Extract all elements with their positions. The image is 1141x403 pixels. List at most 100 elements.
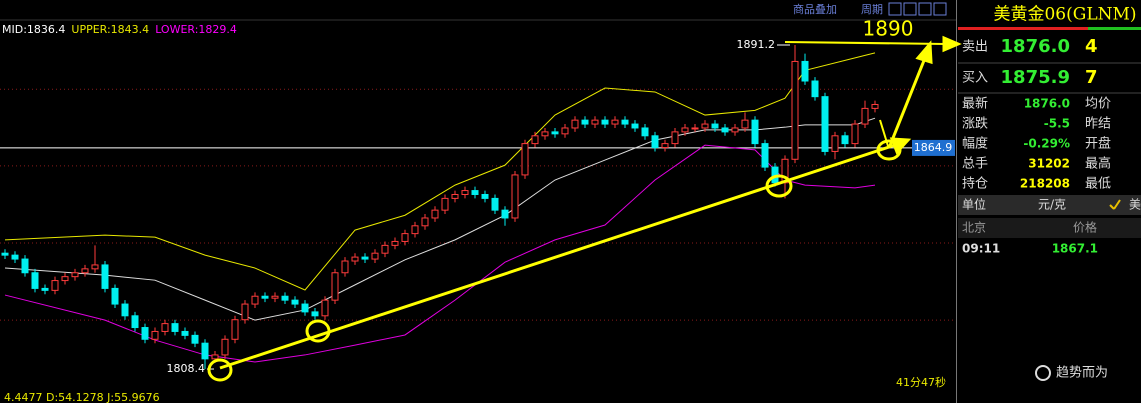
candle-body <box>141 327 149 340</box>
legend-entry: UPPER:1843.4 <box>71 23 149 36</box>
row-value: 218208 <box>1020 177 1070 191</box>
row-label: 最高 <box>1085 156 1111 172</box>
title-bar <box>958 27 1088 30</box>
candle-body <box>181 330 189 336</box>
icon[interactable] <box>903 2 917 16</box>
candle-body <box>681 127 689 133</box>
candle-body <box>221 338 229 356</box>
arrow <box>784 41 946 45</box>
ask-price: 1876.0 <box>1001 36 1070 57</box>
candle-body <box>261 295 269 299</box>
candle-body <box>211 354 219 360</box>
panel-title: 美黄金06(GLNM) <box>993 5 1136 25</box>
ask-volume: 4 <box>1085 36 1098 57</box>
check-icon[interactable] <box>1113 199 1121 210</box>
candle-body <box>31 272 39 289</box>
row-label: 最低 <box>1085 177 1111 192</box>
candle-body <box>601 119 609 125</box>
timer: 41分47秒 <box>896 375 946 389</box>
candle-body <box>641 127 649 137</box>
candle-body <box>831 135 839 152</box>
annotations <box>207 35 962 382</box>
candle-body <box>321 299 329 317</box>
candle-body <box>361 256 369 260</box>
row-label: 涨跌 <box>962 116 988 132</box>
circle <box>207 358 233 382</box>
candle-body <box>741 119 749 129</box>
icon[interactable] <box>933 2 947 16</box>
row-label: 持仓 <box>962 177 988 192</box>
watermark-text: 趋势而为 <box>1056 365 1108 381</box>
row-label: 最新 <box>962 96 988 112</box>
candle-body <box>721 127 729 133</box>
row-value: 1876.0 <box>1024 97 1070 111</box>
candle-body <box>71 272 79 278</box>
candle-body <box>491 197 499 211</box>
candle-body <box>461 190 469 195</box>
candle-body <box>271 295 279 299</box>
candle-body <box>511 174 519 219</box>
candle-body <box>131 315 139 329</box>
unit-row <box>958 195 1141 215</box>
bid-price: 1875.9 <box>1001 67 1070 88</box>
ask-label: 卖出 <box>962 40 988 55</box>
candle-body <box>851 123 859 145</box>
candle-body <box>711 123 719 129</box>
circle <box>305 319 331 343</box>
overlay-button[interactable]: 商品叠加 <box>793 2 837 16</box>
candle-body <box>521 143 529 176</box>
candle-body <box>371 252 379 260</box>
target-label: 1890 <box>863 17 914 41</box>
candle-body <box>281 295 289 301</box>
tick-time: 09:11 <box>962 242 1000 256</box>
row-label: 均价 <box>1085 97 1111 112</box>
arrow <box>887 57 927 149</box>
circle <box>765 174 793 198</box>
candle-body <box>331 272 339 301</box>
watermark: 趋势而为 <box>1035 365 1108 381</box>
last-price-label: 1864.9 <box>914 141 953 154</box>
candle-body <box>81 268 89 274</box>
unit-value: 元/克 <box>1038 198 1066 212</box>
candle-body <box>101 264 109 289</box>
candle-body <box>611 119 619 125</box>
candle-body <box>401 233 409 242</box>
arrow-head <box>942 35 962 53</box>
candle-body <box>551 131 559 135</box>
chart: MID:1836.4 UPPER:1843.4 LOWER:1829.4 1864.9… <box>0 23 956 375</box>
candle-body <box>161 323 169 332</box>
candle-body <box>811 80 819 98</box>
candle-body <box>91 264 99 270</box>
toolbar-icons[interactable] <box>888 2 947 16</box>
candle-body <box>231 319 239 340</box>
unit-option[interactable]: 美 <box>1129 198 1141 212</box>
row-label: 总手 <box>962 157 988 172</box>
candle-body <box>751 119 759 145</box>
candle-body <box>561 127 569 135</box>
candle-body <box>301 303 309 313</box>
candle-body <box>391 240 399 246</box>
last-price-box <box>912 139 955 156</box>
candle-body <box>421 217 429 227</box>
period-button[interactable]: 周期 <box>861 3 883 16</box>
candle-body <box>821 96 829 152</box>
candle-body <box>171 323 179 332</box>
candle-body <box>841 135 849 145</box>
candle-body <box>691 127 699 130</box>
trend-line <box>219 143 896 370</box>
candle-body <box>451 193 459 199</box>
candle-body <box>431 209 439 219</box>
indicator-text: 4.4477 D:54.1278 J:55.9676 <box>4 391 160 403</box>
quote-panel: 美黄金06(GLNM) 卖出 1876.0 4 买入 1875.9 7 单位 元… <box>958 5 1141 256</box>
arrow-head <box>915 40 933 65</box>
icon[interactable] <box>888 2 902 16</box>
candle-body <box>21 258 29 274</box>
candle-body <box>1 252 9 256</box>
candle-body <box>591 119 599 125</box>
candle-body <box>11 254 19 260</box>
icon[interactable] <box>918 2 932 16</box>
candle-body <box>111 287 119 305</box>
watermark-logo <box>1035 365 1051 381</box>
unit-label: 单位 <box>962 197 986 212</box>
